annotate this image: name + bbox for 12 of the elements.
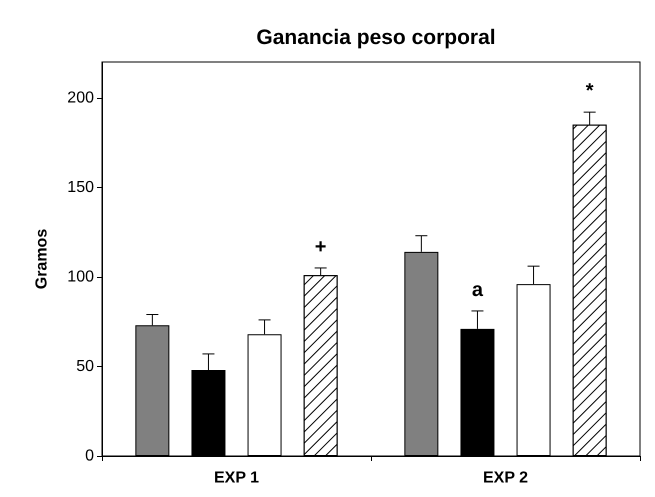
x-tick-label: EXP 2 (482, 470, 528, 486)
data-label: * (586, 80, 594, 102)
y-tick-label: 0 (85, 448, 94, 464)
data-label: + (314, 236, 326, 258)
y-tick-label: 200 (67, 89, 94, 106)
x-tick-label: EXP 1 (214, 470, 260, 486)
data-label: a (472, 278, 484, 301)
y-tick-label: 150 (67, 178, 94, 196)
y-tick-label: 100 (67, 268, 94, 286)
chart-title: Ganancia peso corporal (256, 26, 496, 49)
y-axis-title: Gramos (34, 228, 50, 290)
y-tick-label: 50 (76, 358, 94, 375)
